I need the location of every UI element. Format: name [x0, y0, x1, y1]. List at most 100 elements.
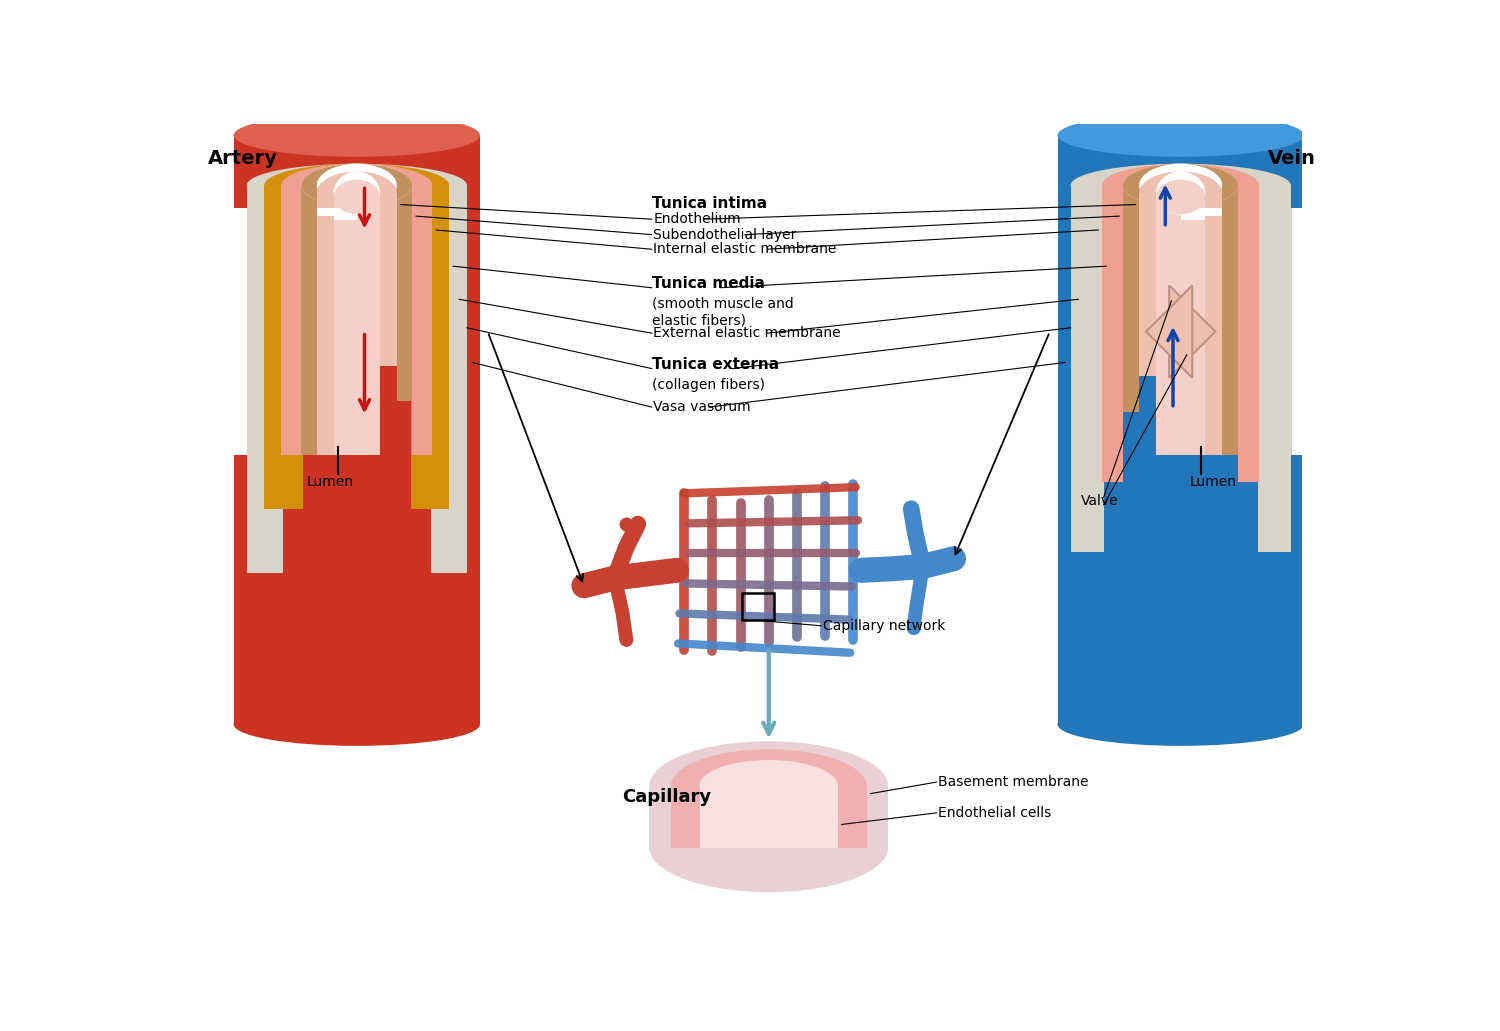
- Ellipse shape: [830, 589, 849, 608]
- Ellipse shape: [688, 529, 708, 548]
- Ellipse shape: [688, 589, 708, 608]
- FancyBboxPatch shape: [411, 186, 448, 508]
- Ellipse shape: [1071, 164, 1292, 207]
- Ellipse shape: [1102, 164, 1258, 207]
- Ellipse shape: [264, 164, 448, 207]
- FancyBboxPatch shape: [380, 193, 398, 366]
- FancyBboxPatch shape: [1222, 208, 1239, 455]
- FancyBboxPatch shape: [1239, 208, 1293, 455]
- Ellipse shape: [316, 164, 398, 207]
- FancyBboxPatch shape: [430, 186, 466, 573]
- Text: Endothelial cells: Endothelial cells: [938, 806, 1052, 820]
- FancyBboxPatch shape: [1222, 186, 1239, 411]
- Ellipse shape: [246, 164, 466, 207]
- Ellipse shape: [1104, 164, 1257, 207]
- FancyBboxPatch shape: [398, 186, 412, 401]
- Ellipse shape: [746, 589, 764, 608]
- Ellipse shape: [774, 529, 792, 548]
- Text: Lumen: Lumen: [1190, 474, 1236, 489]
- FancyBboxPatch shape: [1058, 135, 1304, 725]
- Ellipse shape: [774, 589, 792, 608]
- FancyBboxPatch shape: [650, 786, 888, 847]
- Ellipse shape: [303, 164, 411, 207]
- Ellipse shape: [1138, 171, 1222, 214]
- Ellipse shape: [746, 559, 764, 578]
- Polygon shape: [1146, 286, 1192, 377]
- FancyBboxPatch shape: [264, 186, 303, 508]
- FancyBboxPatch shape: [302, 208, 316, 455]
- Ellipse shape: [774, 619, 792, 638]
- Ellipse shape: [717, 619, 735, 638]
- Ellipse shape: [802, 619, 820, 638]
- Polygon shape: [1168, 286, 1215, 377]
- Ellipse shape: [333, 179, 380, 214]
- Ellipse shape: [774, 499, 792, 519]
- Text: (smooth muscle and
elastic fibers): (smooth muscle and elastic fibers): [651, 297, 794, 327]
- FancyBboxPatch shape: [670, 786, 867, 847]
- Ellipse shape: [830, 529, 849, 548]
- Text: Vein: Vein: [1268, 148, 1316, 168]
- Text: Valve: Valve: [1080, 494, 1118, 508]
- Ellipse shape: [830, 559, 849, 578]
- Text: Artery: Artery: [209, 148, 278, 168]
- Ellipse shape: [1156, 171, 1206, 214]
- FancyBboxPatch shape: [1257, 186, 1292, 552]
- FancyBboxPatch shape: [333, 220, 380, 455]
- FancyBboxPatch shape: [246, 208, 284, 455]
- Text: Tunica media: Tunica media: [651, 276, 765, 292]
- Text: Vasa vasorum: Vasa vasorum: [654, 400, 752, 414]
- Ellipse shape: [1058, 703, 1304, 745]
- Ellipse shape: [1124, 164, 1239, 207]
- Ellipse shape: [284, 164, 430, 207]
- Ellipse shape: [282, 164, 432, 207]
- Text: Tunica externa: Tunica externa: [651, 357, 778, 372]
- Ellipse shape: [802, 559, 820, 578]
- Ellipse shape: [746, 619, 764, 638]
- Ellipse shape: [316, 171, 398, 214]
- Ellipse shape: [746, 529, 764, 548]
- Ellipse shape: [802, 589, 820, 608]
- FancyBboxPatch shape: [1071, 186, 1104, 552]
- FancyBboxPatch shape: [246, 186, 284, 573]
- Text: Subendothelial layer: Subendothelial layer: [654, 228, 796, 241]
- Ellipse shape: [302, 164, 412, 207]
- FancyBboxPatch shape: [1102, 186, 1124, 481]
- Ellipse shape: [1138, 164, 1222, 207]
- FancyBboxPatch shape: [230, 208, 357, 455]
- FancyBboxPatch shape: [264, 208, 303, 455]
- Text: Tunica intima: Tunica intima: [651, 196, 766, 210]
- Ellipse shape: [774, 559, 792, 578]
- FancyBboxPatch shape: [1156, 220, 1206, 455]
- FancyBboxPatch shape: [1206, 193, 1222, 376]
- Bar: [742, 594, 774, 621]
- Ellipse shape: [1058, 113, 1304, 157]
- Ellipse shape: [333, 430, 380, 450]
- FancyBboxPatch shape: [1138, 193, 1156, 376]
- FancyBboxPatch shape: [234, 135, 480, 725]
- Ellipse shape: [1156, 179, 1206, 214]
- Ellipse shape: [302, 164, 412, 207]
- Ellipse shape: [688, 499, 708, 519]
- Text: (collagen fibers): (collagen fibers): [651, 377, 765, 392]
- Ellipse shape: [717, 559, 735, 578]
- FancyBboxPatch shape: [333, 197, 380, 359]
- Ellipse shape: [670, 750, 867, 823]
- Ellipse shape: [688, 559, 708, 578]
- FancyBboxPatch shape: [302, 186, 316, 401]
- FancyBboxPatch shape: [1302, 124, 1472, 925]
- Ellipse shape: [802, 529, 820, 548]
- Text: Internal elastic membrane: Internal elastic membrane: [654, 242, 837, 257]
- Ellipse shape: [717, 589, 735, 608]
- FancyBboxPatch shape: [1180, 208, 1311, 455]
- Ellipse shape: [333, 171, 380, 214]
- Ellipse shape: [699, 760, 838, 811]
- Ellipse shape: [688, 619, 708, 638]
- FancyBboxPatch shape: [316, 217, 333, 455]
- Ellipse shape: [830, 499, 849, 519]
- FancyBboxPatch shape: [1124, 186, 1138, 411]
- FancyBboxPatch shape: [413, 186, 432, 455]
- FancyBboxPatch shape: [1239, 186, 1258, 481]
- Text: Endothelium: Endothelium: [654, 212, 741, 226]
- FancyBboxPatch shape: [282, 186, 302, 455]
- Text: Capillary network: Capillary network: [822, 619, 945, 633]
